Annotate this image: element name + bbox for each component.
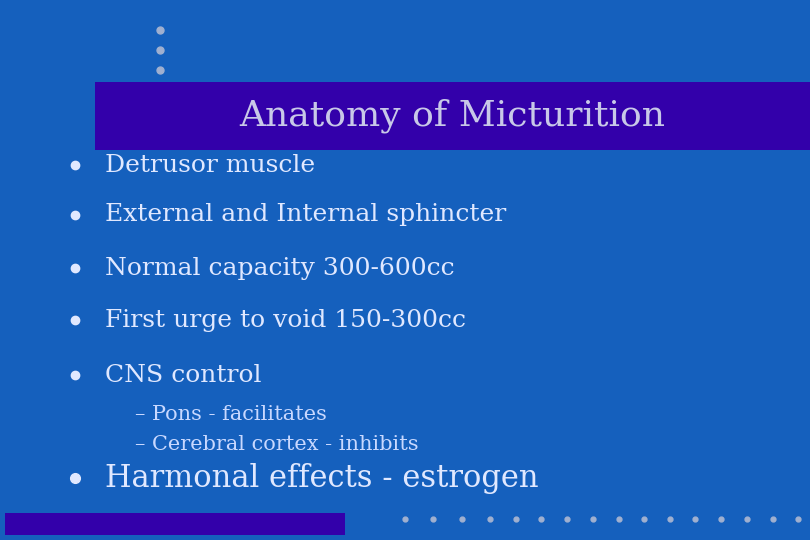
Text: Harmonal effects - estrogen: Harmonal effects - estrogen [105, 462, 539, 494]
Text: – Pons - facilitates: – Pons - facilitates [135, 406, 327, 424]
Text: First urge to void 150-300cc: First urge to void 150-300cc [105, 308, 466, 332]
FancyBboxPatch shape [95, 82, 810, 150]
Text: Detrusor muscle: Detrusor muscle [105, 153, 315, 177]
Text: External and Internal sphincter: External and Internal sphincter [105, 204, 506, 226]
Text: CNS control: CNS control [105, 363, 262, 387]
Text: – Cerebral cortex - inhibits: – Cerebral cortex - inhibits [135, 435, 419, 455]
FancyBboxPatch shape [5, 513, 345, 535]
Text: Anatomy of Micturition: Anatomy of Micturition [240, 99, 666, 133]
Text: Normal capacity 300-600cc: Normal capacity 300-600cc [105, 256, 454, 280]
